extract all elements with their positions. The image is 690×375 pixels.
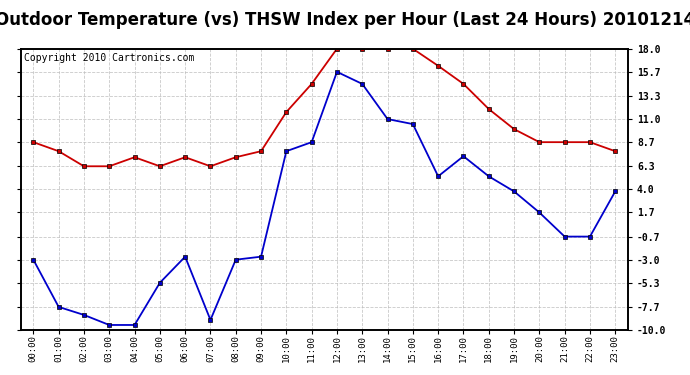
Text: Outdoor Temperature (vs) THSW Index per Hour (Last 24 Hours) 20101214: Outdoor Temperature (vs) THSW Index per … bbox=[0, 11, 690, 29]
Text: Copyright 2010 Cartronics.com: Copyright 2010 Cartronics.com bbox=[23, 53, 194, 63]
